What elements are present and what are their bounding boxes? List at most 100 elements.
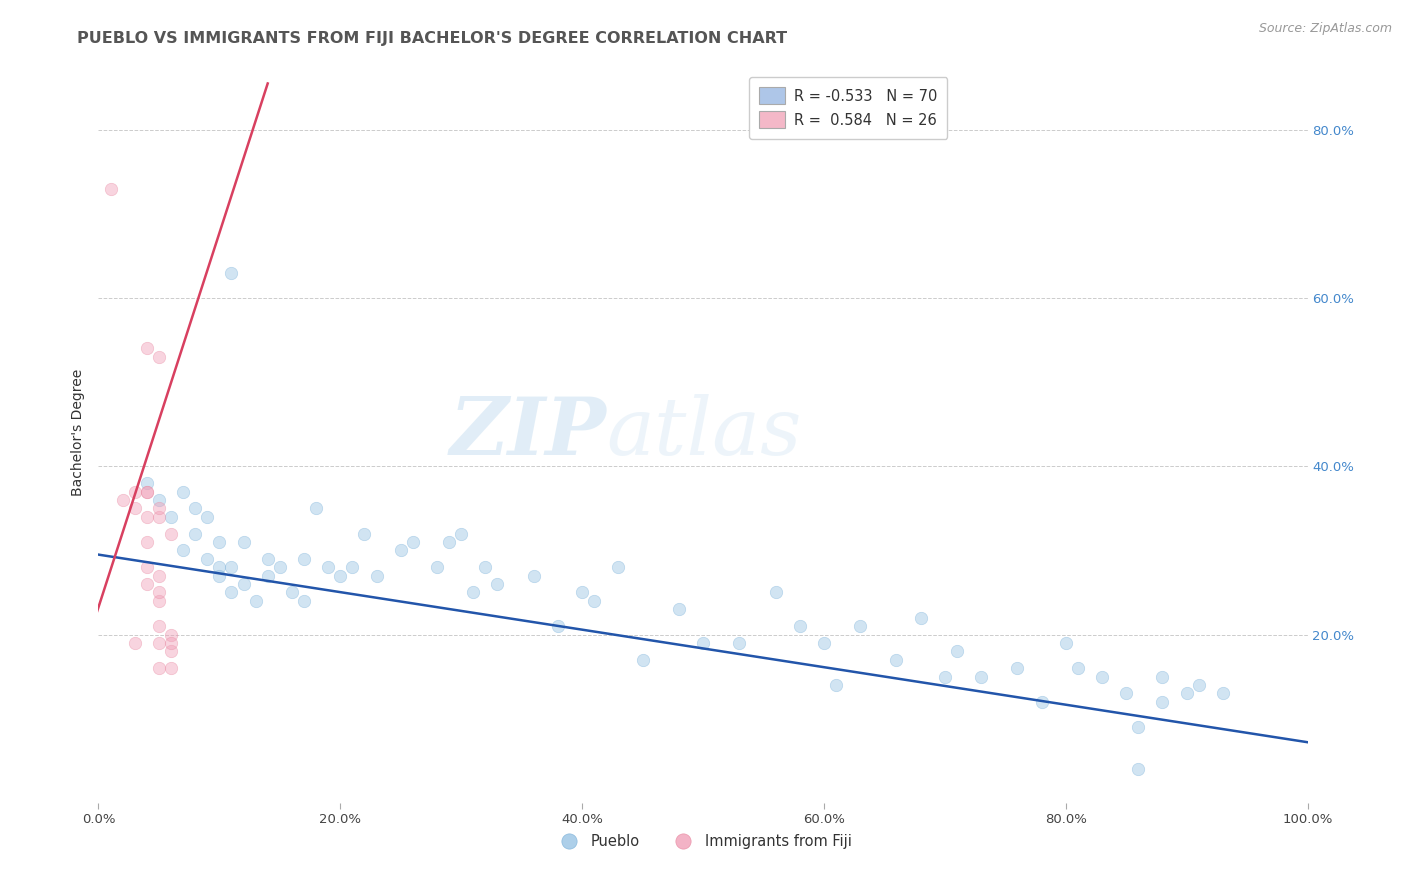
- Point: [1128, 762, 1150, 776]
- Point: [245, 594, 267, 608]
- Point: [184, 501, 207, 516]
- Point: [1067, 661, 1090, 675]
- Point: [1128, 720, 1150, 734]
- Point: [148, 636, 170, 650]
- Point: [135, 476, 157, 491]
- Point: [281, 585, 304, 599]
- Point: [208, 568, 231, 582]
- Point: [607, 560, 630, 574]
- Point: [232, 535, 254, 549]
- Point: [1175, 686, 1198, 700]
- Point: [849, 619, 872, 633]
- Point: [148, 350, 170, 364]
- Point: [1115, 686, 1137, 700]
- Point: [195, 551, 218, 566]
- Point: [172, 484, 194, 499]
- Text: Source: ZipAtlas.com: Source: ZipAtlas.com: [1258, 22, 1392, 36]
- Point: [172, 543, 194, 558]
- Point: [1007, 661, 1029, 675]
- Text: atlas: atlas: [606, 394, 801, 471]
- Point: [160, 526, 183, 541]
- Point: [389, 543, 412, 558]
- Point: [160, 644, 183, 658]
- Point: [353, 526, 375, 541]
- Point: [631, 653, 654, 667]
- Point: [342, 560, 364, 574]
- Point: [474, 560, 496, 574]
- Point: [1188, 678, 1211, 692]
- Point: [934, 670, 956, 684]
- Point: [765, 585, 787, 599]
- Point: [135, 560, 157, 574]
- Point: [547, 619, 569, 633]
- Point: [124, 501, 146, 516]
- Point: [970, 670, 993, 684]
- Text: ZIP: ZIP: [450, 394, 606, 471]
- Point: [571, 585, 593, 599]
- Point: [135, 535, 157, 549]
- Point: [148, 594, 170, 608]
- Point: [1031, 695, 1053, 709]
- Point: [1152, 670, 1174, 684]
- Point: [825, 678, 848, 692]
- Point: [583, 594, 606, 608]
- Point: [160, 636, 183, 650]
- Point: [463, 585, 485, 599]
- Point: [135, 577, 157, 591]
- Point: [1152, 695, 1174, 709]
- Point: [148, 661, 170, 675]
- Point: [135, 484, 157, 499]
- Point: [366, 568, 388, 582]
- Point: [160, 627, 183, 641]
- Point: [1054, 636, 1077, 650]
- Point: [184, 526, 207, 541]
- Point: [269, 560, 291, 574]
- Point: [486, 577, 509, 591]
- Point: [305, 501, 328, 516]
- Point: [450, 526, 472, 541]
- Point: [160, 509, 183, 524]
- Point: [426, 560, 449, 574]
- Point: [100, 181, 122, 195]
- Point: [256, 551, 278, 566]
- Point: [148, 568, 170, 582]
- Point: [111, 492, 134, 507]
- Text: PUEBLO VS IMMIGRANTS FROM FIJI BACHELOR'S DEGREE CORRELATION CHART: PUEBLO VS IMMIGRANTS FROM FIJI BACHELOR'…: [77, 31, 787, 46]
- Point: [221, 266, 243, 280]
- Point: [208, 560, 231, 574]
- Point: [135, 342, 157, 356]
- Point: [148, 501, 170, 516]
- Point: [910, 610, 932, 624]
- Point: [292, 551, 315, 566]
- Point: [402, 535, 425, 549]
- Point: [135, 484, 157, 499]
- Point: [232, 577, 254, 591]
- Point: [692, 636, 714, 650]
- Point: [135, 509, 157, 524]
- Legend: R = -0.533   N = 70, R =  0.584   N = 26: R = -0.533 N = 70, R = 0.584 N = 26: [749, 77, 948, 138]
- Point: [316, 560, 339, 574]
- Point: [221, 560, 243, 574]
- Point: [789, 619, 811, 633]
- Point: [1212, 686, 1234, 700]
- Point: [221, 585, 243, 599]
- Point: [292, 594, 315, 608]
- Point: [148, 585, 170, 599]
- Point: [946, 644, 969, 658]
- Y-axis label: Bachelor's Degree: Bachelor's Degree: [72, 369, 86, 496]
- Point: [886, 653, 908, 667]
- Point: [124, 484, 146, 499]
- Point: [256, 568, 278, 582]
- Point: [148, 619, 170, 633]
- Point: [813, 636, 835, 650]
- Point: [668, 602, 690, 616]
- Point: [728, 636, 751, 650]
- Point: [124, 636, 146, 650]
- Point: [437, 535, 460, 549]
- Point: [148, 509, 170, 524]
- Point: [195, 509, 218, 524]
- Point: [160, 661, 183, 675]
- Point: [148, 492, 170, 507]
- Point: [523, 568, 546, 582]
- Point: [208, 535, 231, 549]
